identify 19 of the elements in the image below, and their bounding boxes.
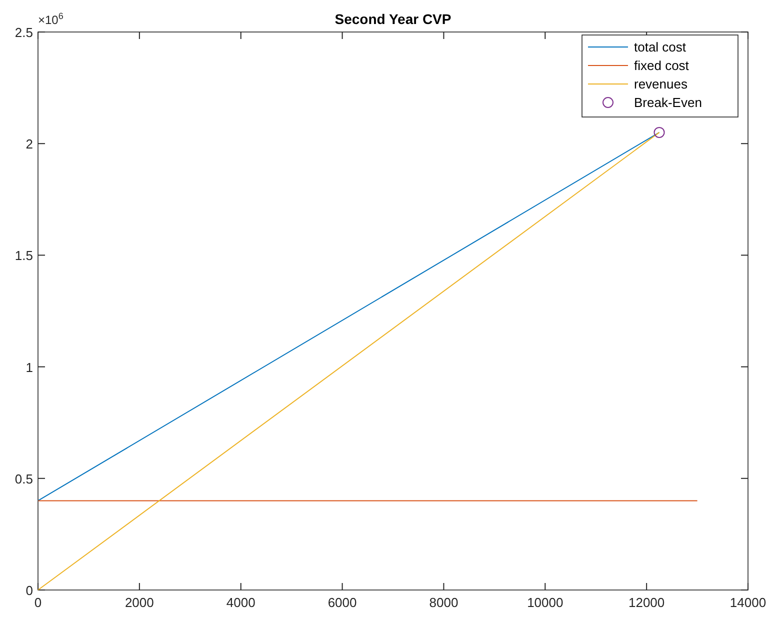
y-tick-label: 2 [26, 136, 33, 152]
y-tick-label: 1.5 [14, 248, 33, 264]
chart-title: Second Year CVP [334, 11, 452, 27]
legend-label: total cost [634, 40, 686, 54]
legend-label: fixed cost [634, 58, 690, 73]
y-tick-label: 0.5 [14, 471, 33, 486]
y-tick-label: 1 [26, 360, 33, 375]
y-tick-label: 2.5 [14, 25, 33, 40]
legend-label: Break-Even [634, 95, 702, 110]
x-tick-label: 10000 [527, 595, 564, 610]
text: ×10$^{6}$ [38, 11, 64, 27]
x-tick-label: 8000 [429, 595, 458, 610]
x-tick-label: 6000 [328, 595, 357, 610]
y-tick-label: 0 [26, 583, 33, 598]
legend-label: revenues [634, 76, 688, 92]
x-tick-label: 14000 [730, 595, 766, 610]
x-tick-label: 2000 [124, 595, 154, 610]
x-tick-label: 12000 [628, 595, 665, 610]
x-tick-label: 4000 [226, 595, 256, 610]
